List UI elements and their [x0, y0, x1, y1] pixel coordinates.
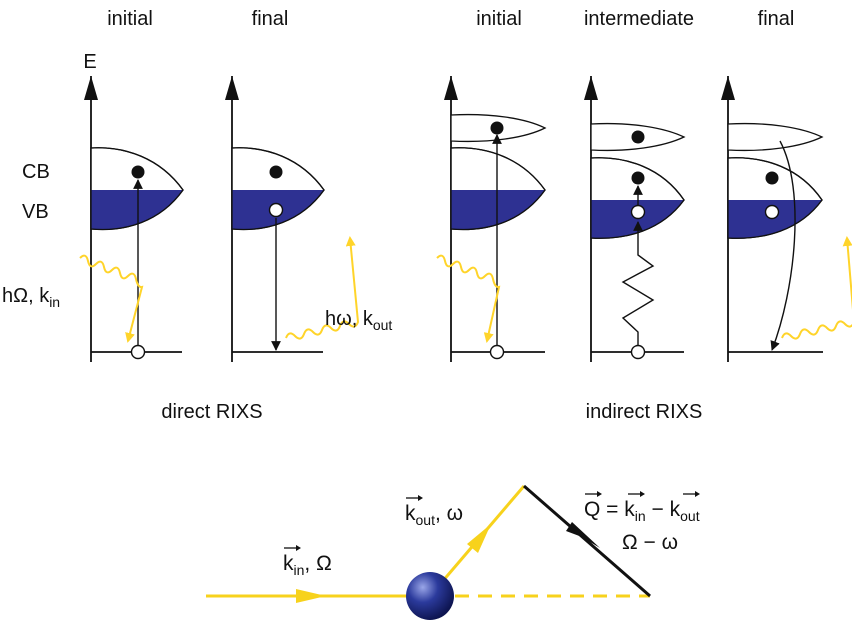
kin-label: kin, Ω: [283, 545, 332, 578]
shaken-electron: [631, 171, 645, 185]
vb-label: VB: [22, 201, 49, 223]
excited-electron: [131, 165, 145, 179]
outgoing-photon-icon: [285, 236, 360, 340]
core-hole: [630, 344, 646, 360]
svg-text:kout, ω: kout, ω: [405, 502, 463, 528]
cb-label: CB: [22, 161, 50, 183]
indirect-initial-label: initial: [476, 8, 522, 30]
valence-hole: [630, 204, 646, 220]
scattering-geometry: kin, Ω kout, ω Q = kin − kout Ω − ω: [206, 484, 700, 620]
direct-initial-diagram: [79, 76, 184, 362]
scattered-beam-arrow-icon: [467, 524, 491, 553]
indirect-final-label: final: [758, 8, 795, 30]
incoming-photon-icon: [436, 254, 501, 343]
indirect-rixs-panel: initial intermediate final: [436, 8, 852, 423]
photon-out-label: hω, kout: [325, 308, 392, 333]
momentum-transfer-vector: [523, 484, 651, 598]
kout-label: kout, ω: [405, 495, 463, 528]
indirect-initial-diagram: [436, 76, 547, 362]
valence-hole: [764, 204, 780, 220]
sample-sphere: [406, 572, 454, 620]
incoming-photon-icon: [79, 254, 144, 343]
momentum-transfer-arrow-icon: [566, 522, 600, 548]
core-hole: [489, 344, 505, 360]
direct-initial-label: initial: [107, 8, 153, 30]
indirect-intermediate-diagram: [584, 76, 686, 362]
photon-in-label: hΩ, kin: [2, 285, 60, 310]
direct-final-label: final: [252, 8, 289, 30]
excited-electron: [269, 165, 283, 179]
incident-beam-arrow-icon: [296, 589, 326, 603]
indirect-final-diagram: [721, 76, 852, 362]
svg-text:Q = kin − kout: Q = kin − kout: [584, 498, 700, 524]
direct-final-diagram: [225, 76, 360, 362]
indirect-intermediate-label: intermediate: [584, 8, 694, 30]
q-equation-label: Q = kin − kout: [584, 491, 700, 524]
energy-transfer-label: Ω − ω: [622, 531, 678, 554]
direct-rixs-panel: initial final E CB VB hΩ, kin: [2, 8, 392, 423]
direct-rixs-caption: direct RIXS: [161, 401, 262, 423]
excited-electron: [631, 130, 645, 144]
core-hole-potential-zigzag: [621, 252, 655, 345]
outgoing-photon-icon: [781, 236, 852, 340]
excited-electron: [490, 121, 504, 135]
svg-text:kin, Ω: kin, Ω: [283, 552, 332, 578]
core-hole: [130, 344, 146, 360]
valence-hole: [268, 202, 284, 218]
excited-electron: [765, 171, 779, 185]
indirect-rixs-caption: indirect RIXS: [586, 401, 703, 423]
energy-axis-label: E: [83, 51, 96, 73]
